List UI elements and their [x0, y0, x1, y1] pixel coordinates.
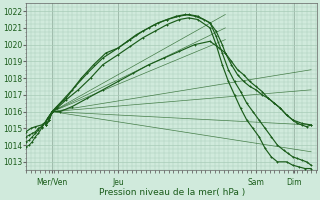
X-axis label: Pression niveau de la mer( hPa ): Pression niveau de la mer( hPa )	[99, 188, 245, 197]
